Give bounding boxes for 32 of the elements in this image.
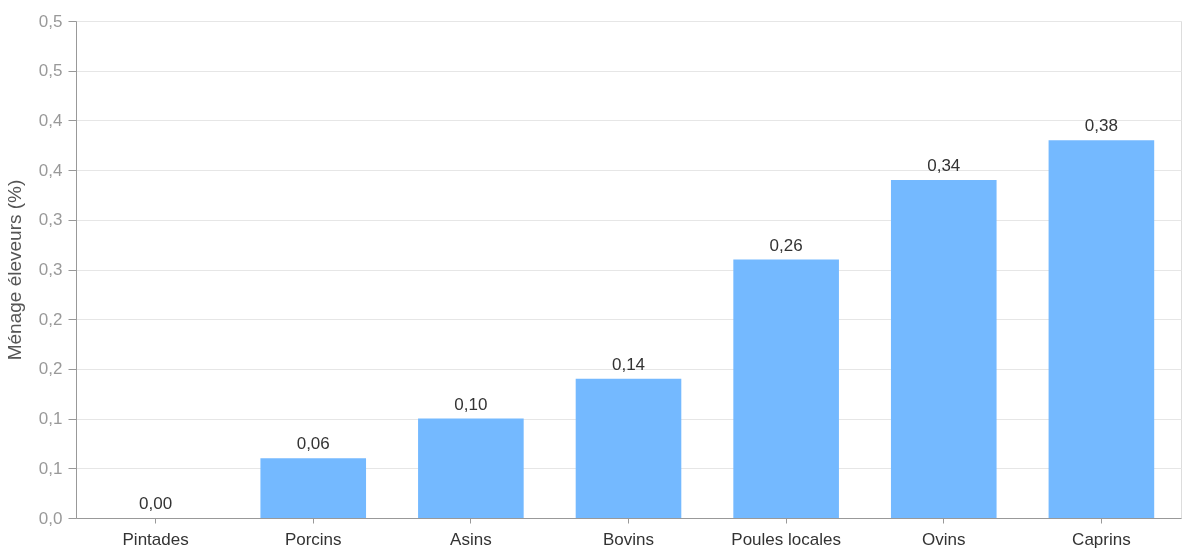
y-tick-label: 0,3 — [38, 260, 63, 279]
y-axis-title: Ménage éleveurs (%) — [3, 179, 25, 361]
data-label: 0,00 — [139, 494, 173, 513]
data-label: 0,06 — [296, 434, 330, 454]
data-label: 0,38 — [1084, 116, 1118, 136]
x-tick-label: Porcins — [284, 529, 342, 549]
y-tick-label: 0,3 — [38, 210, 63, 230]
y-tick-label: 0,1 — [38, 409, 63, 429]
y-tick-label: 0,2 — [38, 309, 63, 329]
x-tick-label: Caprins — [1072, 529, 1131, 549]
bar — [260, 458, 367, 518]
x-tick-label: Ovins — [922, 529, 966, 549]
data-label: 0,26 — [769, 235, 803, 255]
data-label: 0,34 — [927, 156, 961, 176]
bar — [575, 378, 682, 518]
x-tick-label: Poules locales — [731, 529, 841, 549]
bar — [1048, 140, 1155, 518]
y-tick-label: 0,4 — [38, 110, 63, 130]
y-tick-label: 0,5 — [38, 11, 63, 31]
y-tick-label: 0,4 — [38, 160, 63, 180]
y-tick-label: 0,0 — [38, 508, 63, 528]
bar — [418, 418, 524, 518]
x-tick-label: Bovins — [602, 529, 655, 549]
x-tick-label: Pintades — [122, 529, 189, 549]
y-tick-label: 0,5 — [38, 61, 63, 81]
y-tick-label: 0,2 — [38, 359, 63, 379]
x-tick-label: Asins — [450, 529, 492, 549]
data-label: 0,10 — [454, 394, 488, 414]
bar — [733, 259, 839, 518]
bar — [890, 180, 997, 518]
data-label: 0,14 — [611, 354, 646, 374]
y-tick-label: 0,1 — [38, 458, 63, 478]
